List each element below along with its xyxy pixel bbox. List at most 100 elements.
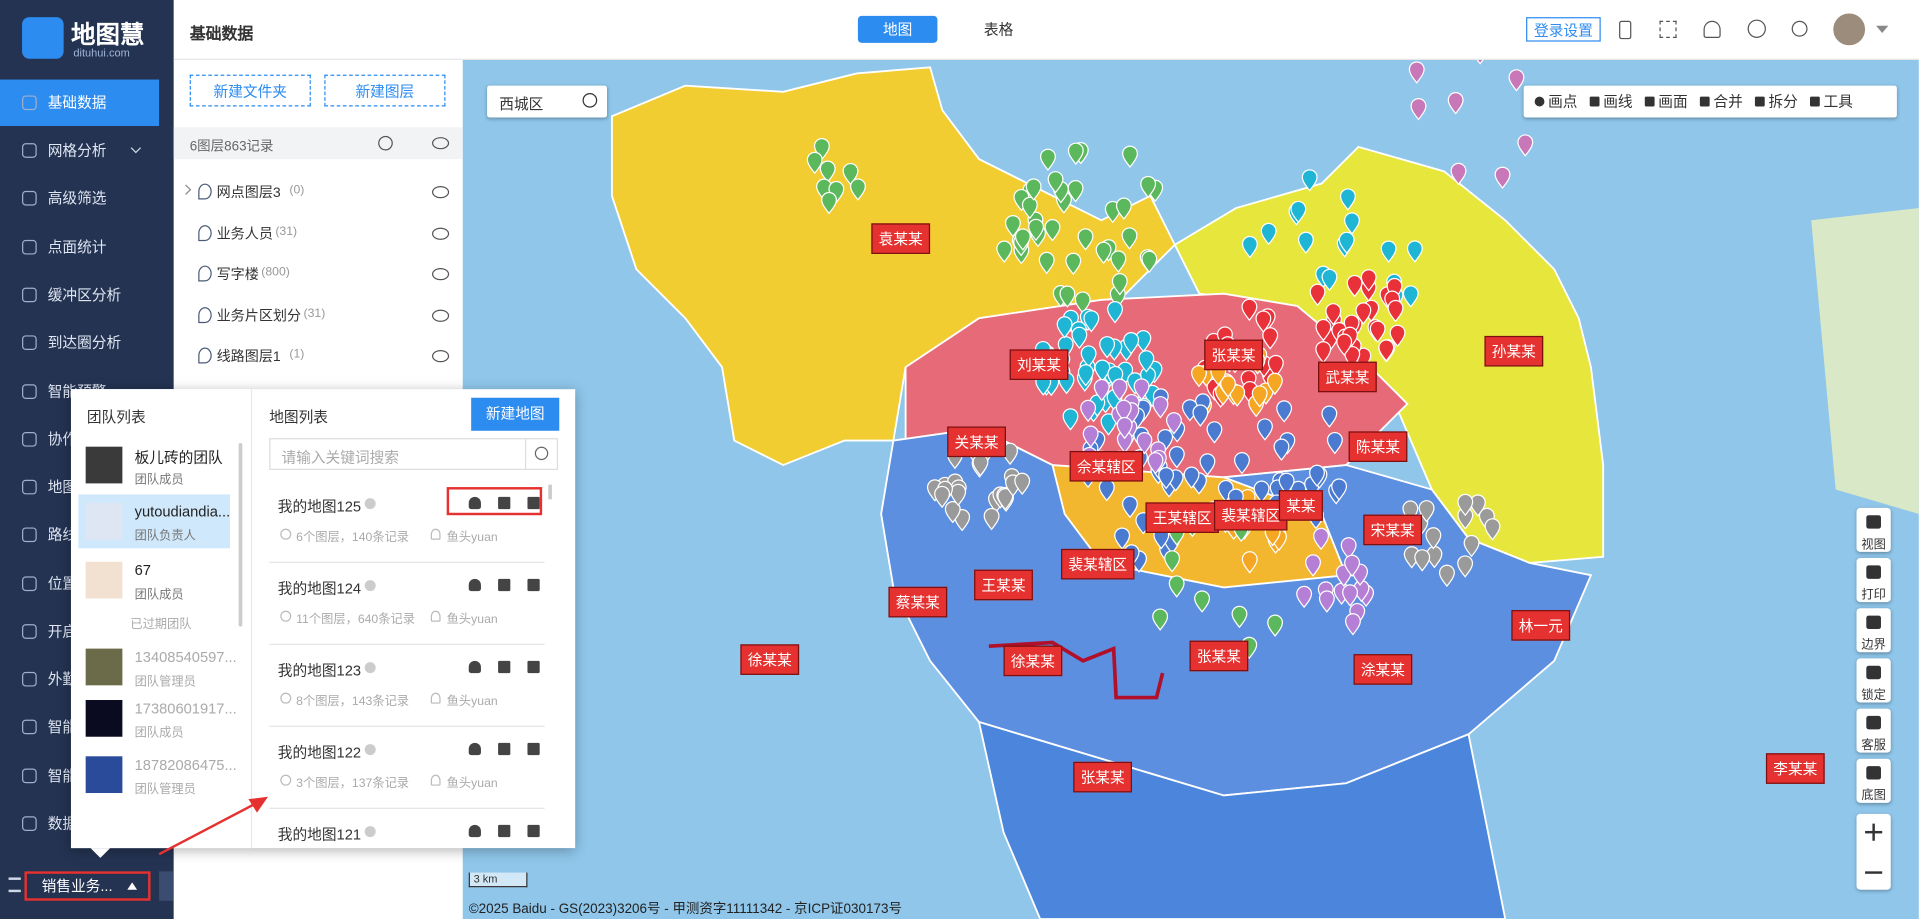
map-pin[interactable] [1457, 555, 1474, 578]
map-pin[interactable] [1267, 614, 1284, 637]
map-label[interactable]: 蔡某某 [888, 586, 948, 618]
team-row[interactable]: 67 团队成员 [78, 553, 230, 607]
search-box[interactable]: 请输入关键词搜索 [269, 438, 559, 470]
map-tool[interactable]: 工具 [1810, 86, 1853, 118]
map-pin[interactable] [1107, 301, 1123, 324]
map-pin[interactable] [1164, 550, 1181, 573]
map-pin[interactable] [1406, 240, 1423, 263]
layer-row[interactable]: 线路图层1 (1) [174, 344, 463, 368]
layer-row[interactable]: 写字楼 (800) [174, 262, 463, 286]
map-pin[interactable] [1344, 613, 1361, 636]
map-pin[interactable] [1290, 200, 1307, 224]
right-tool[interactable]: 视图 [1856, 507, 1891, 552]
map-pin[interactable] [1447, 92, 1464, 115]
map-pin[interactable] [1074, 291, 1091, 314]
map-pin[interactable] [1309, 283, 1326, 307]
right-tool[interactable]: 客服 [1856, 708, 1891, 753]
map-pin[interactable] [1100, 413, 1117, 436]
map[interactable] [462, 58, 1919, 919]
map-pin[interactable] [1021, 196, 1038, 220]
map-pin[interactable] [1183, 466, 1200, 489]
map-pin[interactable] [1318, 590, 1335, 613]
favorite-icon[interactable] [468, 742, 481, 756]
map-pin[interactable] [1140, 175, 1157, 199]
map-pin[interactable] [1450, 162, 1467, 186]
eye-icon[interactable] [432, 227, 450, 240]
map-label[interactable]: 裴某辖区 [1061, 548, 1135, 580]
map-pin[interactable] [1067, 180, 1084, 203]
fullscreen-icon[interactable] [1659, 20, 1677, 38]
map-pin[interactable] [1115, 399, 1132, 423]
map-tool[interactable]: 拆分 [1755, 86, 1798, 118]
map-pin[interactable] [1040, 148, 1056, 171]
team-row[interactable]: 17380601917... 团队成员 [78, 691, 237, 745]
map-pin[interactable] [1266, 372, 1283, 396]
map-pin[interactable] [1276, 400, 1293, 423]
map-pin[interactable] [1389, 324, 1406, 348]
map-pin[interactable] [1199, 453, 1216, 476]
map-pin[interactable] [806, 151, 823, 175]
menu-item[interactable]: 智能 [0, 704, 159, 751]
map-label[interactable]: 张某某 [1204, 339, 1263, 371]
district-select[interactable]: 西城区 [487, 85, 608, 118]
map-pin[interactable] [1339, 188, 1356, 211]
delete-icon[interactable] [527, 660, 540, 674]
map-item[interactable]: 我的地图122 3个图层，137条记录 鱼头yuan [269, 738, 545, 811]
map-pin[interactable] [1038, 251, 1055, 275]
map-label[interactable]: 裴某辖区 [1214, 499, 1288, 531]
map-pin[interactable] [1360, 269, 1377, 292]
map-pin[interactable] [1278, 472, 1295, 495]
map-label[interactable]: 某某 [1278, 490, 1323, 521]
map-pin[interactable] [1402, 285, 1419, 308]
menu-item[interactable]: 数据 [0, 800, 159, 847]
map-pin[interactable] [1508, 69, 1525, 92]
mobile-icon[interactable] [1619, 20, 1632, 40]
map-pin[interactable] [1255, 310, 1272, 333]
map-pin[interactable] [819, 160, 836, 183]
map-pin[interactable] [1313, 527, 1330, 551]
map-pin[interactable] [1062, 408, 1079, 431]
right-tool[interactable]: 打印 [1856, 558, 1891, 603]
map-pin[interactable] [1192, 404, 1209, 427]
eye-icon[interactable] [432, 309, 450, 322]
map-pin[interactable] [1080, 345, 1097, 368]
map-pin[interactable] [1229, 384, 1246, 407]
map-label[interactable]: 关某某 [947, 426, 1006, 458]
map-pin[interactable] [1346, 274, 1363, 298]
map-pin[interactable] [934, 485, 951, 509]
map-pin[interactable] [1121, 227, 1138, 250]
map-pin[interactable] [1378, 339, 1395, 362]
map-pin[interactable] [983, 508, 1000, 531]
map-tool[interactable]: 画线 [1589, 86, 1633, 118]
map-label[interactable]: 刘某某 [1009, 349, 1069, 380]
map-tool[interactable]: 画点 [1534, 86, 1577, 118]
map-pin[interactable] [1309, 464, 1325, 488]
map-pin[interactable] [1191, 365, 1207, 388]
map-pin[interactable] [1344, 554, 1361, 578]
map-pin[interactable] [1387, 299, 1404, 323]
menu-item[interactable]: 外勤 [0, 656, 159, 703]
right-tool[interactable]: 锁定 [1856, 658, 1891, 703]
map-pin[interactable] [1425, 527, 1442, 550]
layer-row[interactable]: 业务片区划分 (31) [174, 304, 463, 328]
map-pin[interactable] [1296, 585, 1313, 609]
map-pin[interactable] [1260, 222, 1277, 246]
search-icon[interactable] [534, 446, 549, 461]
map-pin[interactable] [1077, 364, 1094, 387]
new-layer-button[interactable]: 新建图层 [324, 74, 446, 107]
map-pin[interactable] [1325, 303, 1342, 326]
map-pin[interactable] [1355, 302, 1372, 325]
delete-icon[interactable] [527, 824, 540, 838]
map-label[interactable]: 涂某某 [1353, 654, 1413, 685]
eye-icon[interactable] [432, 268, 450, 281]
map-pin[interactable] [1082, 425, 1099, 448]
map-pin[interactable] [821, 191, 838, 215]
map-pin[interactable] [1315, 341, 1332, 364]
map-label[interactable]: 王某某 [974, 569, 1033, 601]
map-pin[interactable] [1305, 554, 1322, 577]
edit-icon[interactable] [498, 660, 511, 674]
edit-icon[interactable] [498, 824, 511, 838]
layer-row[interactable]: 业务人员 (31) [174, 222, 463, 246]
eye-icon[interactable] [432, 137, 450, 150]
map-pin[interactable] [1301, 169, 1318, 192]
